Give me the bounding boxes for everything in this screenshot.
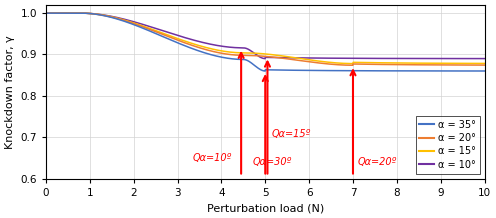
X-axis label: Perturbation load (N): Perturbation load (N) — [207, 203, 324, 213]
Legend: α = 35°, α = 20°, α = 15°, α = 10°: α = 35°, α = 20°, α = 15°, α = 10° — [416, 116, 480, 174]
Line: α = 20°: α = 20° — [46, 13, 485, 65]
α = 20° — [93, 13, 99, 15]
α = 10° — [482, 57, 488, 60]
α = 10° — [262, 57, 268, 60]
α = 35° — [482, 70, 488, 72]
α = 10° — [43, 12, 49, 14]
α = 15° — [43, 12, 49, 14]
Text: Qα=20º: Qα=20º — [358, 157, 397, 167]
α = 35° — [473, 70, 479, 72]
α = 20° — [482, 64, 488, 66]
Text: Qα=30º: Qα=30º — [253, 157, 292, 167]
α = 10° — [426, 57, 432, 60]
α = 35° — [119, 19, 125, 22]
α = 35° — [426, 70, 432, 72]
α = 10° — [119, 17, 125, 20]
α = 15° — [426, 62, 432, 65]
α = 15° — [119, 18, 125, 21]
α = 20° — [230, 54, 236, 56]
α = 35° — [93, 13, 99, 15]
Line: α = 35°: α = 35° — [46, 13, 485, 71]
α = 15° — [93, 13, 99, 15]
α = 35° — [230, 58, 236, 60]
Y-axis label: Knockdown factor, γ: Knockdown factor, γ — [5, 35, 15, 149]
α = 20° — [426, 64, 432, 66]
α = 10° — [93, 13, 99, 15]
Text: Qα=10º: Qα=10º — [193, 153, 232, 163]
α = 15° — [482, 62, 488, 65]
α = 15° — [230, 51, 236, 54]
Line: α = 15°: α = 15° — [46, 13, 485, 64]
α = 20° — [119, 19, 125, 21]
α = 35° — [43, 12, 49, 14]
α = 20° — [473, 64, 479, 66]
α = 20° — [43, 12, 49, 14]
α = 20° — [211, 50, 217, 53]
α = 10° — [230, 46, 236, 49]
α = 10° — [211, 44, 217, 46]
α = 35° — [211, 54, 217, 57]
α = 10° — [473, 57, 479, 60]
α = 20° — [350, 64, 356, 66]
Line: α = 10°: α = 10° — [46, 13, 485, 59]
α = 35° — [262, 70, 268, 72]
α = 15° — [350, 62, 356, 65]
Text: Qα=15º: Qα=15º — [272, 129, 311, 139]
α = 15° — [211, 48, 217, 51]
α = 15° — [473, 62, 479, 65]
